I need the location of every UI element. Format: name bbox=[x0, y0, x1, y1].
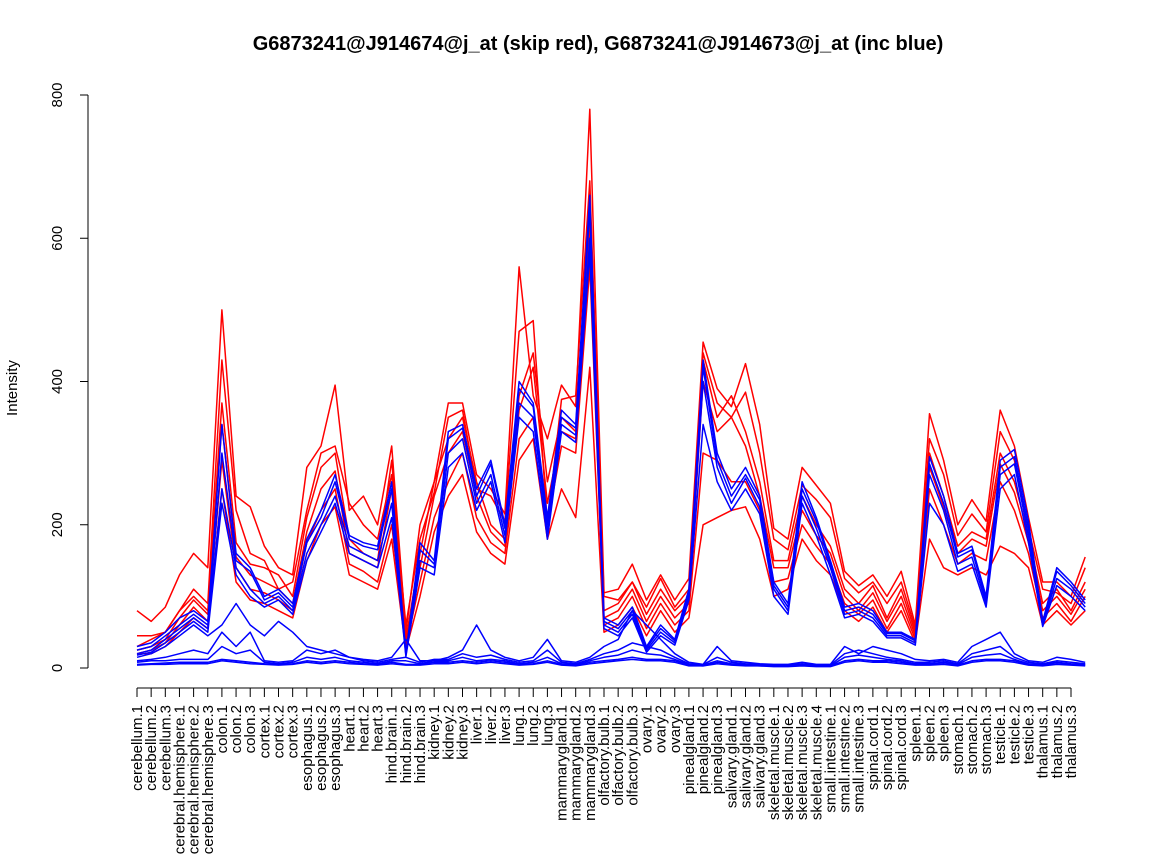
x-tick-label: cortex.2 bbox=[271, 705, 288, 758]
x-tick-label: hind.brain.2 bbox=[398, 705, 415, 783]
x-tick-label: kidney.2 bbox=[440, 705, 457, 760]
x-tick-label: olfactory.bulb.3 bbox=[624, 705, 641, 806]
x-tick-label: heart.2 bbox=[355, 705, 372, 752]
chart-title: G6873241@J914674@j_at (skip red), G68732… bbox=[253, 33, 944, 55]
x-tick-label: colon.2 bbox=[228, 705, 245, 753]
x-tick-label: cerebral.hemisphere.1 bbox=[171, 705, 188, 854]
y-axis-label: Intensity bbox=[4, 360, 21, 416]
y-tick-label: 400 bbox=[49, 369, 66, 394]
x-tick-label: skeletal.muscle.3 bbox=[794, 705, 811, 820]
x-tick-label: colon.1 bbox=[214, 705, 231, 753]
x-tick-label: lung.1 bbox=[511, 705, 528, 746]
x-tick-label: cerebellum.3 bbox=[157, 705, 174, 791]
x-tick-label: esophagus.2 bbox=[313, 705, 330, 791]
x-tick-label: hind.brain.1 bbox=[384, 705, 401, 783]
x-tick-label: thalamus.2 bbox=[1049, 705, 1066, 778]
x-tick-label: ovary.2 bbox=[653, 705, 670, 753]
x-tick-label: pinealgland.1 bbox=[681, 705, 698, 794]
x-axis: cerebellum.1cerebellum.2cerebellum.3cere… bbox=[129, 687, 1080, 854]
x-tick-label: stomach.1 bbox=[950, 705, 967, 774]
x-tick-label: testicle.2 bbox=[1006, 705, 1023, 764]
x-tick-label: liver.2 bbox=[483, 705, 500, 744]
x-tick-label: lung.2 bbox=[525, 705, 542, 746]
inc-blue-series-line-10 bbox=[136, 251, 1086, 658]
x-tick-label: salivary.gland.2 bbox=[738, 705, 755, 808]
inc-blue-series-line-9 bbox=[136, 237, 1086, 656]
y-tick-label: 600 bbox=[49, 226, 66, 251]
x-tick-label: salivary.gland.3 bbox=[752, 705, 769, 808]
x-tick-label: testicle.1 bbox=[992, 705, 1009, 764]
plot-series bbox=[136, 108, 1086, 668]
inc-blue-series-line-15 bbox=[136, 658, 1086, 668]
x-tick-label: esophagus.1 bbox=[299, 705, 316, 791]
x-tick-label: kidney.3 bbox=[454, 705, 471, 760]
inc-blue-series-line-11 bbox=[136, 602, 1086, 666]
x-tick-label: spinal.cord.3 bbox=[893, 705, 910, 790]
x-tick-label: testicle.3 bbox=[1021, 705, 1038, 764]
x-tick-label: pinealgland.2 bbox=[695, 705, 712, 794]
x-tick-label: mammarygland.2 bbox=[568, 705, 585, 821]
x-tick-label: lung.3 bbox=[539, 705, 556, 746]
y-tick-label: 800 bbox=[49, 82, 66, 107]
x-tick-label: ovary.1 bbox=[638, 705, 655, 753]
x-tick-label: pinealgland.3 bbox=[709, 705, 726, 794]
x-tick-label: heart.1 bbox=[341, 705, 358, 752]
x-tick-label: spleen.3 bbox=[936, 705, 953, 762]
inc-blue-series-line-7 bbox=[136, 194, 1086, 655]
x-tick-label: cortex.1 bbox=[256, 705, 273, 758]
x-tick-label: olfactory.bulb.2 bbox=[610, 705, 627, 806]
x-tick-label: spinal.cord.2 bbox=[879, 705, 896, 790]
x-tick-label: cerebellum.2 bbox=[143, 705, 160, 791]
x-tick-label: hind.brain.3 bbox=[412, 705, 429, 783]
skip-red-series-line-2 bbox=[137, 180, 1086, 637]
x-tick-label: salivary.gland.1 bbox=[723, 705, 740, 808]
x-tick-label: heart.3 bbox=[370, 705, 387, 752]
y-axis: 0 200 400 600 800 bbox=[49, 82, 89, 672]
x-tick-label: small.intestine.2 bbox=[837, 705, 854, 813]
x-tick-label: spleen.1 bbox=[907, 705, 924, 762]
x-tick-label: thalamus.3 bbox=[1063, 705, 1080, 778]
x-tick-label: spleen.2 bbox=[921, 705, 938, 762]
y-tick-label: 200 bbox=[49, 512, 66, 537]
x-tick-label: skeletal.muscle.4 bbox=[808, 705, 825, 820]
skip-red-series-line-1 bbox=[136, 108, 1086, 633]
x-tick-label: small.intestine.1 bbox=[822, 705, 839, 813]
x-tick-label: mammarygland.1 bbox=[554, 705, 571, 821]
x-tick-label: skeletal.muscle.1 bbox=[766, 705, 783, 820]
skip-red-series-line-3 bbox=[136, 223, 1086, 648]
x-tick-label: liver.3 bbox=[497, 705, 514, 744]
inc-blue-series-line-8 bbox=[136, 208, 1086, 655]
x-tick-label: cerebral.hemisphere.3 bbox=[200, 705, 217, 854]
x-tick-label: skeletal.muscle.2 bbox=[780, 705, 797, 820]
x-tick-label: stomach.2 bbox=[964, 705, 981, 774]
inc-blue-series-line-12 bbox=[136, 631, 1086, 666]
x-tick-label: liver.1 bbox=[469, 705, 486, 744]
x-tick-label: thalamus.1 bbox=[1035, 705, 1052, 778]
x-tick-label: cortex.3 bbox=[285, 705, 302, 758]
x-tick-label: mammarygland.3 bbox=[582, 705, 599, 821]
x-tick-label: spinal.cord.1 bbox=[865, 705, 882, 790]
x-tick-label: esophagus.3 bbox=[327, 705, 344, 791]
x-tick-label: small.intestine.3 bbox=[851, 705, 868, 813]
y-tick-label: 0 bbox=[49, 664, 66, 672]
x-tick-label: colon.3 bbox=[242, 705, 259, 753]
x-tick-label: stomach.3 bbox=[978, 705, 995, 774]
x-tick-label: olfactory.bulb.1 bbox=[596, 705, 613, 806]
x-tick-label: cerebellum.1 bbox=[129, 705, 146, 791]
x-tick-label: cerebral.hemisphere.2 bbox=[186, 705, 203, 854]
x-tick-label: kidney.1 bbox=[426, 705, 443, 760]
x-tick-label: ovary.3 bbox=[667, 705, 684, 753]
